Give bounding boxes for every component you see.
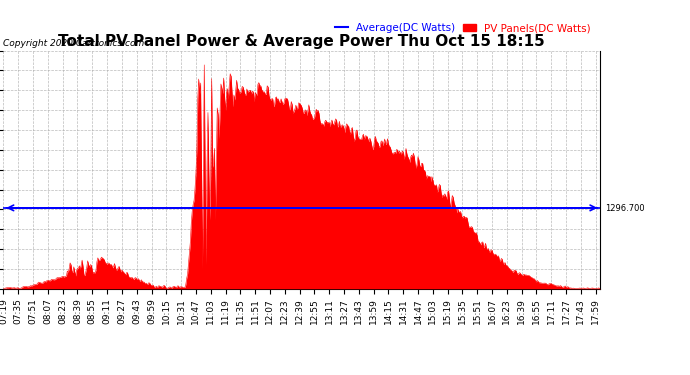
Title: Total PV Panel Power & Average Power Thu Oct 15 18:15: Total PV Panel Power & Average Power Thu… [59, 34, 545, 50]
Legend: Average(DC Watts), PV Panels(DC Watts): Average(DC Watts), PV Panels(DC Watts) [331, 19, 595, 37]
Text: Copyright 2020 Cartronics.com: Copyright 2020 Cartronics.com [3, 39, 145, 48]
